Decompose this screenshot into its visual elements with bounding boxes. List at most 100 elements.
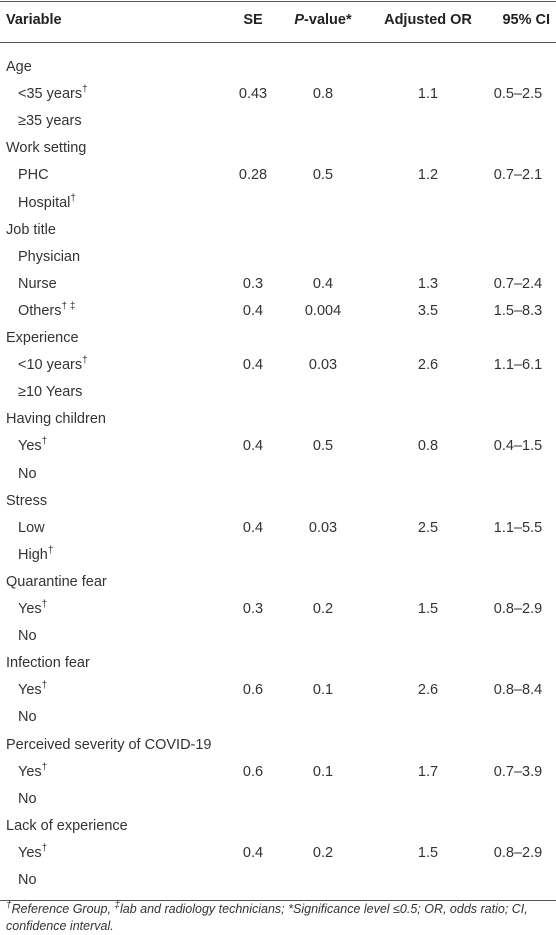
row-label: Low (18, 518, 45, 538)
row-label: No (18, 707, 37, 727)
row-label: Yes† (18, 762, 47, 782)
row-label-text: <10 years (18, 357, 83, 374)
row-label-text: <35 years (18, 86, 83, 103)
cell-or: 2.5 (417, 519, 439, 536)
header-p-value: P-value* (294, 10, 351, 30)
header-se: SE (243, 12, 263, 28)
group-label: Stress (6, 492, 48, 509)
cell-se: 0.4 (242, 357, 264, 374)
cell-p: 0.03 (308, 357, 338, 374)
group-label: Experience (6, 330, 79, 346)
cell-se: 0.6 (242, 763, 264, 780)
cell-or: 0.8 (417, 438, 439, 455)
row-label-sup: † (70, 192, 76, 204)
row-label-text: No (18, 465, 37, 482)
row-label-sup: † (41, 843, 48, 855)
row-label-text: No (18, 790, 37, 807)
group-label: Lack of experience (6, 817, 128, 834)
row-label-text: Others (18, 302, 62, 319)
row-label: Others† ‡ (18, 301, 75, 321)
row-label-text: No (18, 628, 37, 645)
row-label: High† (18, 545, 53, 565)
cell-se: 0.3 (242, 601, 264, 617)
cell-se: 0.4 (242, 844, 264, 861)
cell-se: 0.4 (242, 302, 264, 319)
header-or: Adjusted OR (384, 12, 472, 28)
row-label: Yes† (18, 843, 47, 863)
row-label: Yes† (18, 680, 47, 700)
footnote-text: Reference Group, (11, 902, 115, 916)
row-label-sup: † ‡ (61, 301, 76, 313)
row-label-text: No (18, 872, 37, 888)
row-label: <10 years† (18, 355, 88, 375)
group-label: Age (6, 59, 32, 75)
cell-p: 0.004 (304, 302, 342, 319)
cell-se: 0.6 (242, 682, 264, 699)
footnote: †Reference Group, ‡lab and radiology tec… (6, 899, 551, 935)
cell-p: 0.2 (312, 844, 334, 861)
row-label-text: Physician (18, 248, 81, 265)
row-label: ≥10 Years (18, 382, 82, 402)
row-label: <35 years† (18, 84, 88, 104)
cell-ci: 0.7–3.9 (493, 763, 543, 780)
group-label: Job title (6, 221, 56, 238)
row-label: No (18, 626, 37, 646)
row-label-text: Hospital (18, 194, 71, 211)
cell-ci: 0.8–8.4 (493, 682, 543, 699)
row-label: Hospital† (18, 193, 76, 213)
cell-or: 1.5 (417, 844, 439, 861)
row-label-text: ≥10 Years (18, 384, 83, 401)
row-label-text: PHC (18, 167, 49, 184)
cell-p: 0.8 (312, 86, 334, 103)
cell-se: 0.4 (242, 519, 264, 536)
row-label: No (18, 464, 37, 484)
row-label-text: Yes (18, 682, 42, 699)
row-label: No (18, 870, 37, 890)
row-label-text: Yes (18, 763, 42, 780)
row-label-text: No (18, 709, 37, 726)
group-label: Infection fear (6, 655, 90, 672)
cell-or: 2.6 (417, 357, 439, 374)
header-variable: Variable (6, 12, 62, 28)
cell-ci: 1.1–6.1 (493, 357, 543, 374)
group-label: Having children (6, 411, 106, 428)
cell-p: 0.5 (312, 438, 334, 455)
row-label-sup: † (82, 355, 88, 367)
row-label: No (18, 789, 37, 809)
row-label: Nurse (18, 274, 57, 294)
row-label-text: Yes (18, 601, 42, 617)
row-label-text: Yes (18, 844, 42, 861)
row-label: Physician (18, 247, 80, 267)
top-rule (0, 1, 556, 2)
cell-ci: 1.5–8.3 (493, 302, 543, 319)
row-label: PHC (18, 165, 49, 185)
cell-or: 1.5 (417, 601, 439, 617)
row-label: Yes† (18, 599, 47, 619)
cell-or: 2.6 (417, 682, 439, 699)
group-label: Quarantine fear (6, 573, 107, 590)
row-label-text: Nurse (18, 275, 57, 292)
cell-p: 0.1 (312, 763, 334, 780)
row-label-sup: † (41, 761, 48, 773)
footnote-text: lab and radiology technicians; *Signific… (6, 902, 528, 933)
footnote-sup: † (6, 899, 12, 911)
header-p: P (294, 12, 305, 28)
cell-or: 1.2 (417, 167, 439, 184)
cell-se: 0.3 (242, 275, 264, 292)
group-label: Work setting (6, 140, 87, 157)
header-rule (0, 42, 556, 43)
row-label-sup: † (41, 680, 48, 692)
cell-or: 3.5 (417, 302, 439, 319)
cell-se: 0.28 (238, 167, 268, 184)
cell-or: 1.3 (417, 275, 439, 292)
cell-ci: 0.7–2.1 (493, 167, 543, 184)
cell-p: 0.5 (312, 167, 334, 184)
bottom-rule (0, 900, 556, 902)
cell-se: 0.4 (242, 438, 264, 455)
row-label-sup: † (82, 84, 88, 96)
cell-or: 1.1 (417, 86, 439, 103)
header-ci: 95% CI (502, 12, 550, 28)
group-label: Perceived severity of COVID-19 (6, 736, 212, 753)
row-label: ≥35 years (18, 111, 82, 131)
